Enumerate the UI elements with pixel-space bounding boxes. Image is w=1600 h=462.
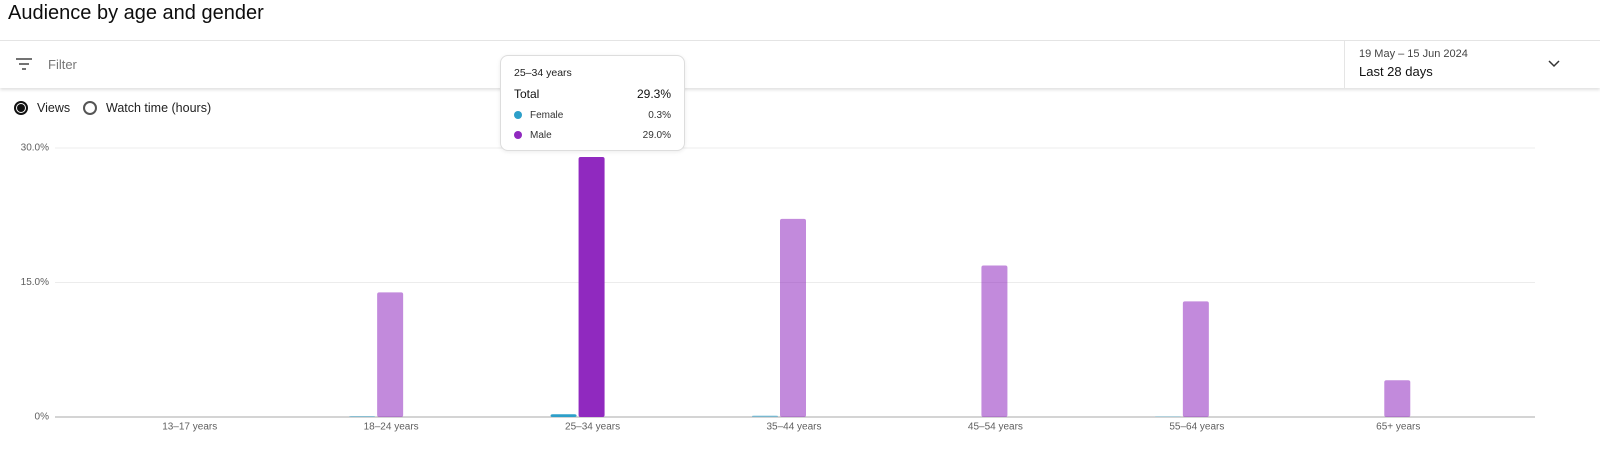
radio-option[interactable]: Watch time (hours) <box>83 101 211 115</box>
bar <box>377 292 404 417</box>
tooltip-category: 25–34 years <box>514 67 572 79</box>
divider <box>0 40 1600 41</box>
radio-option[interactable]: Views <box>14 101 70 115</box>
x-tick-label: 35–44 years <box>766 422 821 433</box>
date-label: Last 28 days <box>1359 64 1433 79</box>
tooltip-row: Female 0.3% <box>514 110 671 121</box>
date-picker[interactable]: 19 May – 15 Jun 2024 Last 28 days <box>1344 41 1600 88</box>
tooltip-total-value: 29.3% <box>636 87 671 101</box>
y-tick-label: 0% <box>35 412 50 423</box>
page-title: Audience by age and gender <box>8 2 264 24</box>
filter-icon[interactable] <box>16 57 32 71</box>
bar <box>1384 380 1411 417</box>
y-tick-label: 30.0% <box>21 143 49 154</box>
chevron <box>1548 60 1560 68</box>
y-tick-label: 15.0% <box>21 277 49 288</box>
filter-input[interactable]: Filter <box>48 57 77 72</box>
x-tick-label: 65+ years <box>1376 422 1420 433</box>
x-tick-label: 13–17 years <box>162 422 217 433</box>
bar <box>981 265 1008 417</box>
bar <box>752 415 778 417</box>
tooltip-total: Total 29.3% <box>514 87 671 101</box>
bar <box>349 416 376 417</box>
bar <box>578 156 605 417</box>
tooltip-row-value: 0.3% <box>648 110 671 121</box>
x-tick-label: 55–64 years <box>1169 422 1224 433</box>
x-tick-label: 45–54 years <box>968 422 1023 433</box>
legend-dot <box>514 131 522 140</box>
tooltip-row: Male 29.0% <box>514 130 671 141</box>
date-range: 19 May – 15 Jun 2024 <box>1359 48 1468 60</box>
x-tick-label: 18–24 years <box>364 422 419 433</box>
legend-dot <box>514 111 522 120</box>
bar <box>780 218 806 417</box>
radio-label: Watch time (hours) <box>106 101 212 115</box>
tooltip-row-name: Female <box>530 110 564 121</box>
filter-bar: Filter 19 May – 15 Jun 2024 Last 28 days <box>0 41 1600 88</box>
bar <box>550 414 577 417</box>
tooltip-row-name: Male <box>530 130 552 141</box>
tooltip-total-label: Total <box>514 87 540 101</box>
bar <box>1182 301 1209 417</box>
x-tick-label: 25–34 years <box>565 422 620 433</box>
tooltip-row-value: 29.0% <box>642 130 671 141</box>
tooltip: 25–34 years Total 29.3% Female 0.3% Male 29… <box>500 55 685 151</box>
radio-label: Views <box>37 101 71 115</box>
